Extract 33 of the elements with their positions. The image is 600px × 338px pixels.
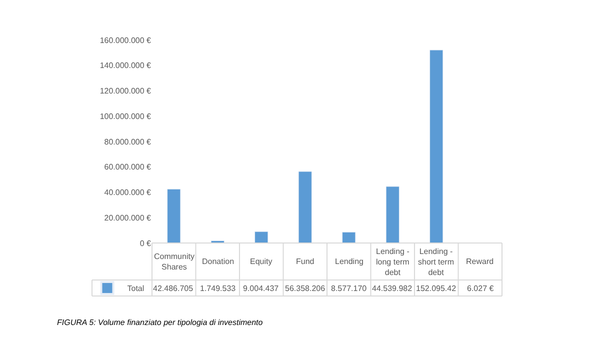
data-label: 44.539.982 bbox=[372, 284, 413, 293]
x-tick-label: Donation bbox=[202, 257, 234, 266]
y-tick-label: 80.000.000 € bbox=[104, 137, 152, 146]
x-tick-label: Fund bbox=[296, 257, 314, 266]
y-tick-label: 120.000.000 € bbox=[100, 86, 152, 96]
x-tick-label: Equity bbox=[250, 257, 272, 266]
x-tick-label: Community Shares bbox=[154, 252, 194, 272]
bar bbox=[386, 186, 400, 243]
data-label: 8.577.170 bbox=[331, 284, 368, 293]
x-tick-label: Lending - long term debt bbox=[376, 247, 410, 277]
text: FIGURA 5: Volume finanziato per tipologia di investimento bbox=[57, 318, 264, 327]
x-tick-label: Reward bbox=[466, 257, 494, 266]
y-tick-label: 40.000.000 € bbox=[104, 188, 152, 198]
y-tick-label: 60.000.000 € bbox=[104, 162, 152, 172]
y-tick-label: 140.000.000 € bbox=[100, 61, 152, 70]
data-label: 152.095.42 bbox=[416, 284, 457, 293]
x-tick-label: Lending - short term debt bbox=[418, 247, 454, 277]
y-tick-label: 100.000.000 € bbox=[100, 112, 152, 121]
y-tick-label: 20.000.000 € bbox=[104, 213, 152, 222]
data-label: 56.358.206 bbox=[285, 284, 326, 293]
bar bbox=[342, 232, 356, 243]
x-tick-label: Lending bbox=[335, 257, 364, 266]
data-label: 1.749.533 bbox=[200, 284, 236, 293]
data-label: 6.027 € bbox=[467, 284, 494, 293]
legend-label: Total bbox=[127, 284, 144, 294]
bar bbox=[167, 188, 181, 243]
bar bbox=[298, 171, 312, 243]
y-tick-label: 160.000.000 € bbox=[100, 36, 152, 45]
data-label: 42.486.705 bbox=[153, 284, 194, 293]
y-tick-label: 0 € bbox=[140, 238, 152, 248]
bar bbox=[430, 50, 444, 243]
bar bbox=[254, 231, 268, 243]
data-label: 9.004.437 bbox=[243, 284, 280, 293]
